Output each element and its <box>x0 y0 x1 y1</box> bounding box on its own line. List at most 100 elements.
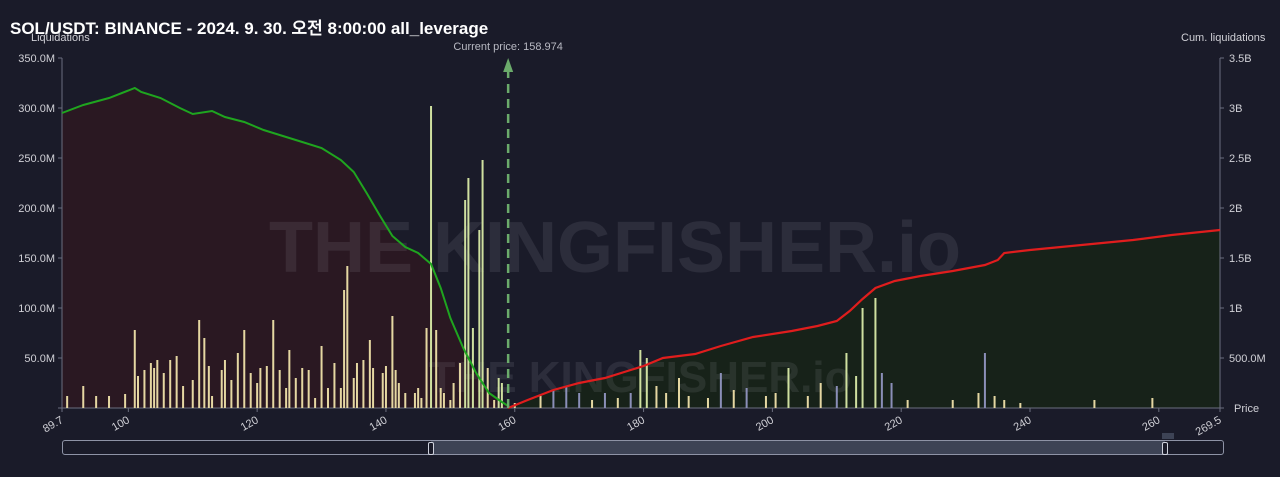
liquidation-bar[interactable] <box>211 396 214 408</box>
liquidation-bar[interactable] <box>66 396 69 408</box>
liquidation-bar[interactable] <box>384 366 387 408</box>
liquidation-bar[interactable] <box>591 400 594 408</box>
liquidation-bar[interactable] <box>639 350 642 408</box>
liquidation-bar[interactable] <box>442 393 445 408</box>
liquidation-bar[interactable] <box>133 330 136 408</box>
liquidation-bar[interactable] <box>616 398 619 408</box>
liquidation-bar[interactable] <box>320 346 323 408</box>
liquidation-bar[interactable] <box>578 393 581 408</box>
liquidation-bar[interactable] <box>301 368 304 408</box>
liquidation-bar[interactable] <box>124 394 127 408</box>
liquidation-bar[interactable] <box>435 330 438 408</box>
liquidation-bar[interactable] <box>1151 398 1154 408</box>
liquidation-bar[interactable] <box>467 178 470 408</box>
liquidation-bar[interactable] <box>983 353 986 408</box>
scrollbar-grip[interactable] <box>1162 433 1174 439</box>
liquidation-bar[interactable] <box>294 378 297 408</box>
liquidation-bar[interactable] <box>417 388 420 408</box>
liquidation-bar[interactable] <box>207 366 210 408</box>
liquidation-bar[interactable] <box>552 390 555 408</box>
liquidation-bar[interactable] <box>425 328 428 408</box>
liquidation-bar[interactable] <box>394 370 397 408</box>
liquidation-bar[interactable] <box>243 330 246 408</box>
liquidation-bar[interactable] <box>143 370 146 408</box>
liquidation-bar[interactable] <box>368 340 371 408</box>
liquidation-bar[interactable] <box>787 368 790 408</box>
liquidation-bar[interactable] <box>486 368 489 408</box>
liquidation-bar[interactable] <box>861 308 864 408</box>
liquidation-bar[interactable] <box>764 396 767 408</box>
liquidation-bar[interactable] <box>890 383 893 408</box>
liquidation-bar[interactable] <box>346 266 349 408</box>
liquidation-bar[interactable] <box>481 160 484 408</box>
liquidation-bar[interactable] <box>665 393 668 408</box>
liquidation-bar[interactable] <box>362 360 365 408</box>
liquidation-bar[interactable] <box>835 386 838 408</box>
liquidation-bar[interactable] <box>819 383 822 408</box>
liquidation-bar[interactable] <box>430 106 433 408</box>
liquidation-bar[interactable] <box>169 360 172 408</box>
liquidation-bar[interactable] <box>343 290 346 408</box>
liquidation-bar[interactable] <box>136 376 139 408</box>
liquidation-bar[interactable] <box>706 398 709 408</box>
liquidation-bar[interactable] <box>993 396 996 408</box>
scrollbar-right-handle[interactable] <box>1162 442 1168 455</box>
liquidation-bar[interactable] <box>645 358 648 408</box>
liquidation-bar[interactable] <box>404 393 407 408</box>
liquidation-bar[interactable] <box>500 383 503 408</box>
liquidation-bar[interactable] <box>629 393 632 408</box>
liquidation-bar[interactable] <box>265 366 268 408</box>
liquidation-bar[interactable] <box>874 298 877 408</box>
liquidation-bar[interactable] <box>352 378 355 408</box>
liquidation-bar[interactable] <box>951 400 954 408</box>
liquidation-bar[interactable] <box>745 388 748 408</box>
liquidation-bar[interactable] <box>236 353 239 408</box>
liquidation-bar[interactable] <box>175 356 178 408</box>
liquidation-bar[interactable] <box>230 380 233 408</box>
liquidation-bar[interactable] <box>677 378 680 408</box>
liquidation-bar[interactable] <box>719 373 722 408</box>
liquidation-bar[interactable] <box>381 373 384 408</box>
liquidation-bar[interactable] <box>288 350 291 408</box>
liquidation-bar[interactable] <box>108 396 111 408</box>
liquidation-bar[interactable] <box>539 396 542 408</box>
liquidation-bar[interactable] <box>333 363 336 408</box>
liquidation-bar[interactable] <box>977 393 980 408</box>
liquidation-bar[interactable] <box>249 373 252 408</box>
scrollbar-left-handle[interactable] <box>428 442 434 455</box>
liquidation-bar[interactable] <box>256 383 259 408</box>
liquidation-bar[interactable] <box>497 378 500 408</box>
liquidation-bar[interactable] <box>278 370 281 408</box>
scrollbar-thumb[interactable] <box>431 433 1174 454</box>
liquidation-bar[interactable] <box>182 386 185 408</box>
liquidation-bar[interactable] <box>1093 400 1096 408</box>
liquidation-bar[interactable] <box>880 373 883 408</box>
liquidation-bar[interactable] <box>326 388 329 408</box>
liquidation-bar[interactable] <box>372 368 375 408</box>
liquidation-bar[interactable] <box>906 400 909 408</box>
liquidation-bar[interactable] <box>449 400 452 408</box>
liquidation-bar[interactable] <box>162 373 165 408</box>
liquidation-bar[interactable] <box>420 398 423 408</box>
liquidation-bar[interactable] <box>198 320 201 408</box>
liquidation-bar[interactable] <box>272 320 275 408</box>
liquidation-bar[interactable] <box>259 368 262 408</box>
liquidation-bar[interactable] <box>732 390 735 408</box>
liquidation-bar[interactable] <box>397 383 400 408</box>
liquidation-bar[interactable] <box>314 398 317 408</box>
liquidation-bar[interactable] <box>464 200 467 408</box>
liquidation-bar[interactable] <box>153 368 156 408</box>
liquidation-bar[interactable] <box>413 393 416 408</box>
liquidation-bar[interactable] <box>1003 400 1006 408</box>
liquidation-bar[interactable] <box>493 400 496 408</box>
liquidation-bar[interactable] <box>774 393 777 408</box>
liquidation-bar[interactable] <box>307 370 310 408</box>
liquidation-bar[interactable] <box>687 396 690 408</box>
liquidation-bar[interactable] <box>439 388 442 408</box>
liquidation-bar[interactable] <box>203 338 206 408</box>
liquidation-bar[interactable] <box>285 388 288 408</box>
liquidation-bar[interactable] <box>191 380 194 408</box>
liquidation-bar[interactable] <box>339 388 342 408</box>
liquidation-bar[interactable] <box>459 363 462 408</box>
